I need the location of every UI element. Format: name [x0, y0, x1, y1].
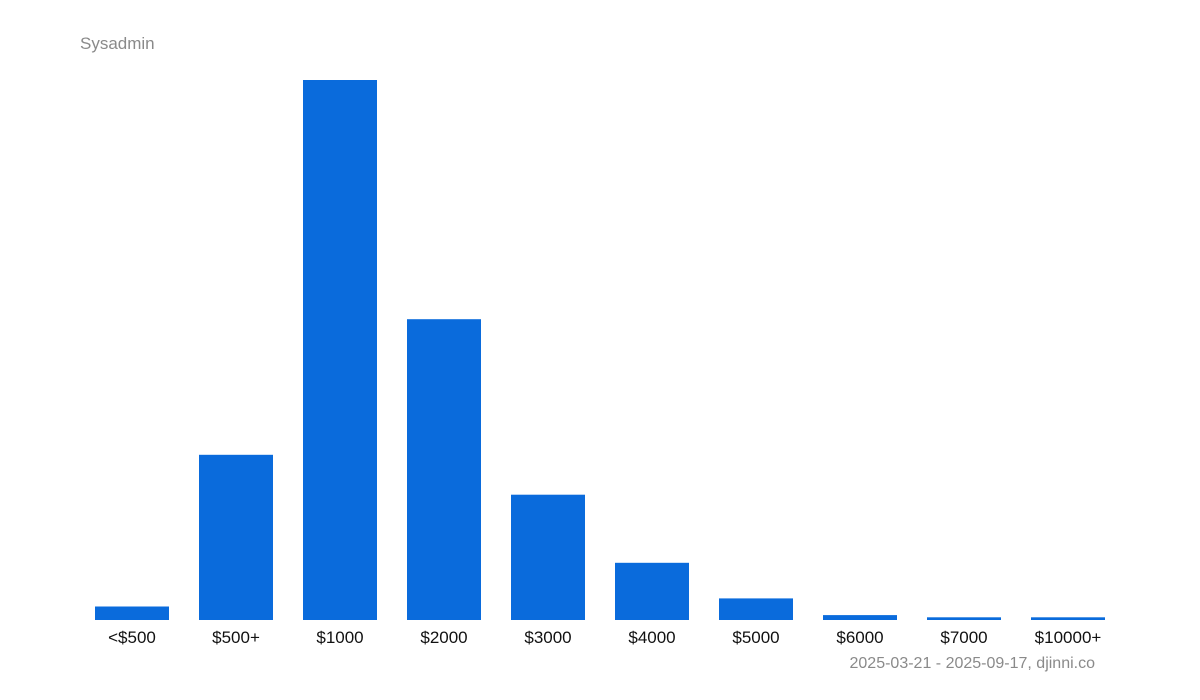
bar-3	[407, 319, 481, 620]
bar-4	[511, 494, 585, 620]
x-tick-label: $6000	[836, 628, 883, 647]
x-tick-label: $4000	[628, 628, 675, 647]
bar-9	[1031, 617, 1105, 620]
chart-title: Sysadmin	[80, 34, 155, 53]
chart-source-note: 2025-03-21 - 2025-09-17, djinni.co	[849, 655, 1096, 672]
bar-1	[199, 454, 273, 620]
x-tick-label: $10000+	[1035, 628, 1102, 647]
bar-0	[95, 606, 169, 620]
x-tick-label: $5000	[732, 628, 779, 647]
bar-2	[303, 80, 377, 620]
bar-8	[927, 617, 1001, 620]
x-tick-label: $3000	[524, 628, 571, 647]
bars-group	[95, 80, 1105, 620]
x-tick-label: $1000	[316, 628, 363, 647]
bar-6	[719, 598, 793, 620]
x-tick-label: $2000	[420, 628, 467, 647]
bar-5	[615, 562, 689, 620]
x-tick-label: $500+	[212, 628, 260, 647]
bar-7	[823, 615, 897, 620]
x-tick-labels: <$500 $500+ $1000 $2000 $3000 $4000 $5000 $6000…	[108, 628, 1101, 647]
x-tick-label: $7000	[940, 628, 987, 647]
x-tick-label: <$500	[108, 628, 156, 647]
